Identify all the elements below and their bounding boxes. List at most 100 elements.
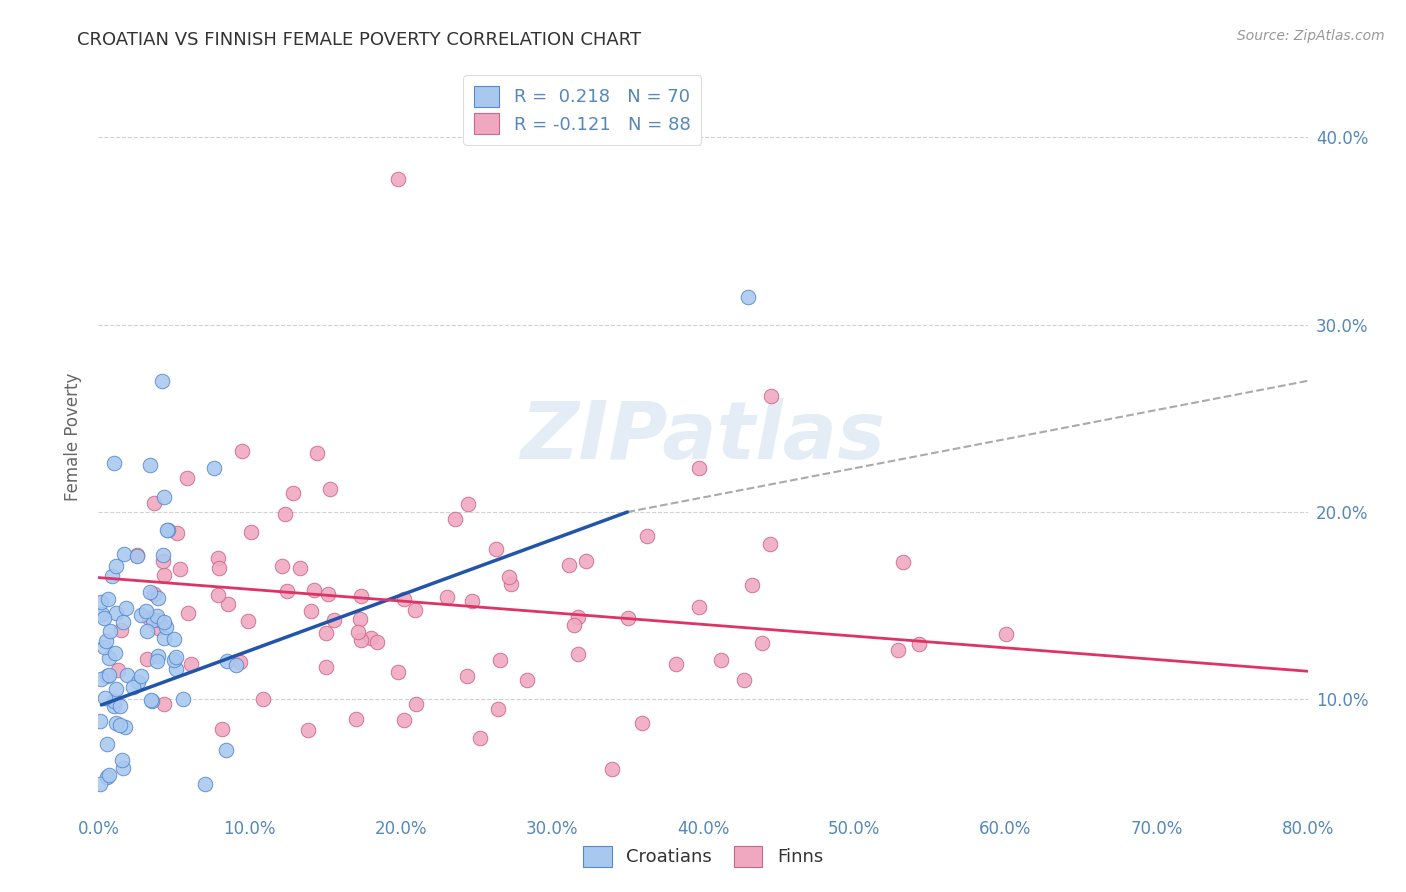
Y-axis label: Female Poverty: Female Poverty — [65, 373, 83, 501]
Point — [89, 714, 111, 728]
Point — [108, 718, 131, 732]
Point — [360, 631, 382, 645]
Point — [93, 611, 115, 625]
Point — [155, 620, 177, 634]
Point — [281, 486, 304, 500]
Point — [148, 621, 170, 635]
Point — [315, 660, 337, 674]
Point — [318, 587, 340, 601]
Point — [176, 471, 198, 485]
Point — [211, 722, 233, 736]
Point — [112, 548, 135, 562]
Point — [148, 613, 170, 627]
Point — [349, 612, 371, 626]
Point — [485, 542, 508, 557]
Point — [759, 389, 782, 403]
Point — [104, 646, 127, 660]
Point — [636, 528, 658, 542]
Point — [215, 743, 238, 757]
Point — [163, 632, 186, 647]
Point — [101, 568, 124, 582]
Point — [665, 657, 688, 671]
Point — [217, 597, 239, 611]
Point — [387, 171, 409, 186]
Point — [759, 537, 782, 551]
Point — [387, 665, 409, 679]
Point — [468, 731, 491, 746]
Point — [688, 599, 710, 614]
Point — [456, 669, 478, 683]
Text: ZIPatlas: ZIPatlas — [520, 398, 886, 476]
Point — [392, 713, 415, 727]
Point — [600, 762, 623, 776]
Point — [574, 554, 596, 568]
Point — [103, 698, 125, 713]
Point — [98, 668, 121, 682]
Point — [405, 697, 427, 711]
Point — [405, 603, 427, 617]
Point — [114, 720, 136, 734]
Point — [105, 559, 128, 574]
Point — [122, 681, 145, 695]
Point — [96, 770, 118, 784]
Point — [107, 664, 129, 678]
Point — [153, 490, 176, 504]
Point — [94, 690, 117, 705]
Point — [165, 650, 187, 665]
Point — [169, 561, 191, 575]
Point — [166, 525, 188, 540]
Point — [165, 662, 187, 676]
Point — [225, 658, 247, 673]
Point — [96, 591, 118, 606]
Point — [252, 691, 274, 706]
Point — [299, 604, 322, 618]
Text: Source: ZipAtlas.com: Source: ZipAtlas.com — [1237, 29, 1385, 43]
Point — [315, 626, 337, 640]
Point — [444, 512, 467, 526]
Point — [108, 698, 131, 713]
Point — [97, 767, 120, 781]
Point — [146, 591, 169, 605]
Point — [91, 607, 114, 621]
Point — [96, 669, 118, 683]
Point — [204, 461, 226, 475]
Point — [501, 577, 523, 591]
Point — [498, 569, 520, 583]
Point — [274, 507, 297, 521]
Point — [143, 587, 166, 601]
Point — [436, 590, 458, 604]
Point — [304, 582, 326, 597]
Point — [111, 753, 134, 767]
Point — [89, 776, 111, 791]
Point — [152, 549, 174, 563]
Point — [98, 650, 121, 665]
Point — [733, 673, 755, 687]
Point — [688, 461, 710, 475]
Point — [349, 589, 371, 603]
Point — [276, 583, 298, 598]
Point — [347, 625, 370, 640]
Point — [457, 497, 479, 511]
Point — [177, 607, 200, 621]
Point — [392, 591, 415, 606]
Point — [737, 289, 759, 303]
Point — [138, 585, 160, 599]
Point — [194, 776, 217, 791]
Point — [461, 594, 484, 608]
Point — [105, 681, 128, 696]
Legend: Croatians, Finns: Croatians, Finns — [574, 837, 832, 876]
Point — [110, 623, 132, 637]
Point — [153, 697, 176, 711]
Point — [135, 604, 157, 618]
Point — [141, 694, 163, 708]
Point — [129, 668, 152, 682]
Point — [208, 561, 231, 575]
Point — [125, 549, 148, 563]
Point — [146, 654, 169, 668]
Point — [93, 640, 115, 654]
Point — [567, 647, 589, 661]
Point — [139, 458, 162, 473]
Point — [891, 555, 914, 569]
Point — [751, 636, 773, 650]
Point — [103, 456, 125, 470]
